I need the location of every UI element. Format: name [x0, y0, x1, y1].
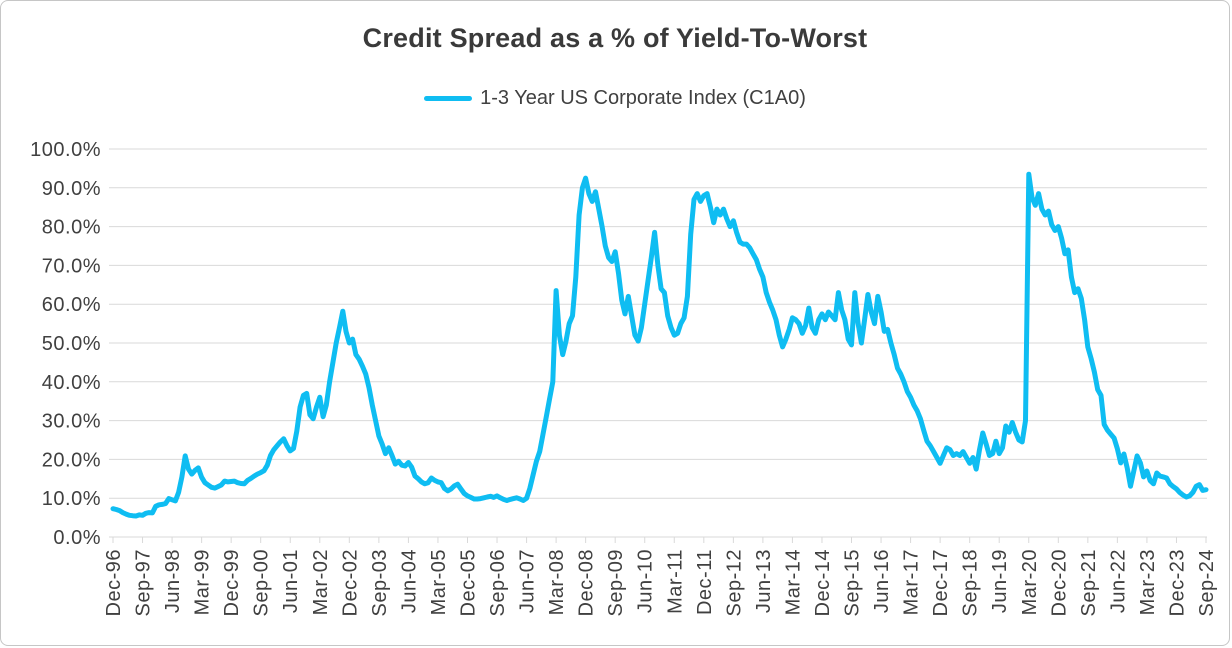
x-axis-tick-label: Sep-03 [369, 549, 391, 617]
x-axis-tick-label: Mar-99 [192, 549, 214, 615]
x-axis-tick-label: Dec-05 [457, 549, 479, 616]
y-axis-tick-label: 80.0% [42, 217, 101, 239]
y-axis-tick-label: 30.0% [42, 411, 101, 433]
x-axis-tick-label: Jun-10 [635, 549, 657, 613]
x-axis-tick-label: Jun-98 [162, 549, 184, 613]
x-axis-tick-label: Dec-96 [103, 549, 125, 616]
x-axis-tick-label: Dec-14 [812, 549, 834, 616]
x-axis-tick-label: Sep-15 [842, 549, 864, 617]
legend: 1-3 Year US Corporate Index (C1A0) [1, 87, 1229, 110]
x-axis-tick-label: Dec-11 [694, 549, 716, 615]
y-axis-tick-label: 0.0% [53, 527, 101, 549]
x-axis-tick-label: Mar-14 [782, 549, 804, 615]
x-axis-tick-label: Mar-08 [546, 549, 568, 615]
x-axis-tick-label: Sep-12 [723, 549, 745, 617]
x-axis-tick-label: Dec-17 [930, 549, 952, 616]
x-axis-tick-label: Jun-22 [1107, 549, 1129, 613]
y-axis-tick-label: 60.0% [42, 294, 101, 316]
x-axis-tick-label: Sep-21 [1078, 549, 1100, 617]
x-axis-tick-label: Mar-17 [901, 549, 923, 615]
y-axis-tick-label: 40.0% [42, 372, 101, 394]
x-axis-tick-label: Dec-99 [221, 549, 243, 616]
x-axis-tick-label: Sep-97 [133, 549, 155, 617]
x-axis-tick-label: Dec-02 [339, 549, 361, 616]
x-axis-tick-label: Mar-20 [1019, 549, 1041, 615]
y-axis-tick-label: 20.0% [42, 449, 101, 471]
x-axis-tick-label: Jun-07 [517, 549, 539, 613]
y-axis-tick-label: 100.0% [30, 139, 101, 161]
x-axis-tick-label: Sep-06 [487, 549, 509, 617]
x-axis-tick-label: Sep-09 [605, 549, 627, 617]
x-axis-tick-label: Dec-23 [1166, 549, 1188, 616]
x-axis-tick-label: Jun-19 [989, 549, 1011, 613]
x-axis-tick-label: Dec-08 [576, 549, 598, 616]
x-axis-tick-label: Mar-11 [664, 549, 686, 614]
series-line [110, 171, 1209, 519]
x-axis-tick-label: Jun-16 [871, 549, 893, 613]
x-axis-tick-label: Sep-00 [251, 549, 273, 617]
x-axis-tick-label: Jun-13 [753, 549, 775, 613]
x-axis-tick-label: Jun-01 [280, 549, 302, 613]
chart-title: Credit Spread as a % of Yield-To-Worst [362, 23, 868, 53]
x-axis-tick-label: Jun-04 [398, 549, 420, 613]
x-axis-tick-label: Mar-02 [310, 549, 332, 615]
x-axis-tick-label: Sep-18 [960, 549, 982, 617]
x-axis-tick-label: Dec-20 [1048, 549, 1070, 616]
y-axis-tick-label: 90.0% [42, 178, 101, 200]
x-axis-tick-label: Sep-24 [1196, 549, 1218, 617]
x-axis-tick-label: Mar-23 [1137, 549, 1159, 615]
y-axis-tick-label: 70.0% [42, 255, 101, 277]
x-axis-tick-label: Mar-05 [428, 549, 450, 615]
legend-line-swatch [424, 96, 473, 101]
y-axis-tick-label: 50.0% [42, 333, 101, 355]
legend-label: 1-3 Year US Corporate Index (C1A0) [480, 87, 806, 109]
y-axis-tick-label: 10.0% [42, 488, 101, 510]
